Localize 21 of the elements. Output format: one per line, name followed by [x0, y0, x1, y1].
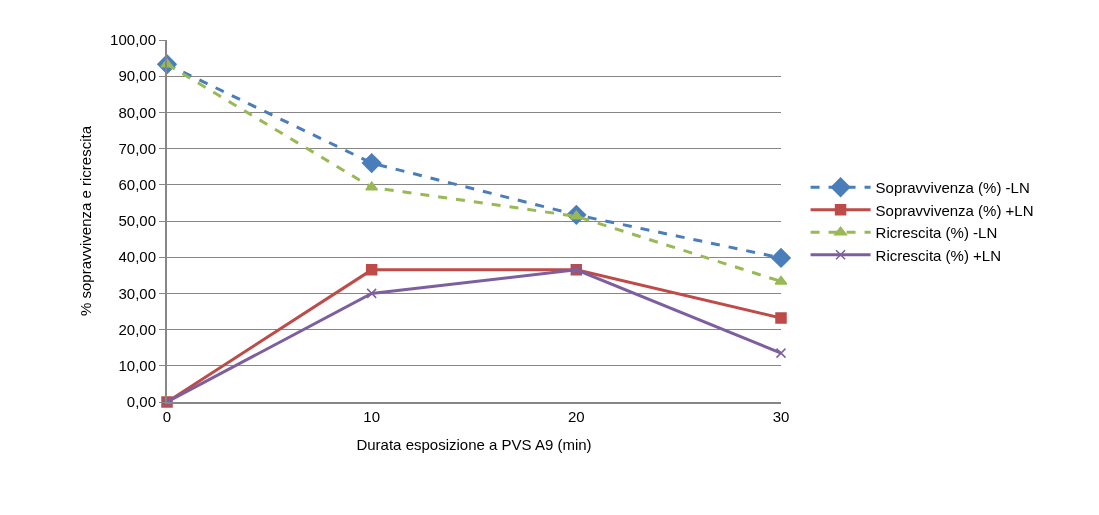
y-tick-label: 20,00 — [118, 320, 156, 338]
y-axis-title: % sopravvivenza e ricrescita — [76, 125, 94, 317]
y-tick-label: 70,00 — [118, 139, 156, 157]
x-tick-label: 30 — [772, 408, 790, 425]
legend-label: Ricrescita (%) -LN — [875, 224, 998, 242]
y-tick-label: 80,00 — [118, 103, 156, 121]
y-tick-label: 10,00 — [118, 357, 156, 375]
x-axis-title: Durata esposizione a PVS A9 (min) — [356, 435, 592, 453]
y-tick-label: 60,00 — [118, 176, 156, 194]
y-tick-label: 30,00 — [118, 284, 156, 302]
y-tick-label: 40,00 — [118, 248, 156, 266]
y-tick-label: 0,00 — [126, 393, 156, 411]
y-tick-label: 100,00 — [110, 31, 156, 49]
legend-label: Sopravvivenza (%) +LN — [875, 201, 1034, 219]
x-tick-label: 10 — [363, 408, 381, 425]
y-tick-label: 90,00 — [118, 67, 156, 85]
x-tick-label: 20 — [567, 408, 585, 425]
x-tick-label: 0 — [162, 408, 172, 425]
y-tick-label: 50,00 — [118, 212, 156, 230]
legend-label: Sopravvivenza (%) -LN — [875, 179, 1030, 197]
legend-label: Ricrescita (%) +LN — [875, 246, 1002, 264]
